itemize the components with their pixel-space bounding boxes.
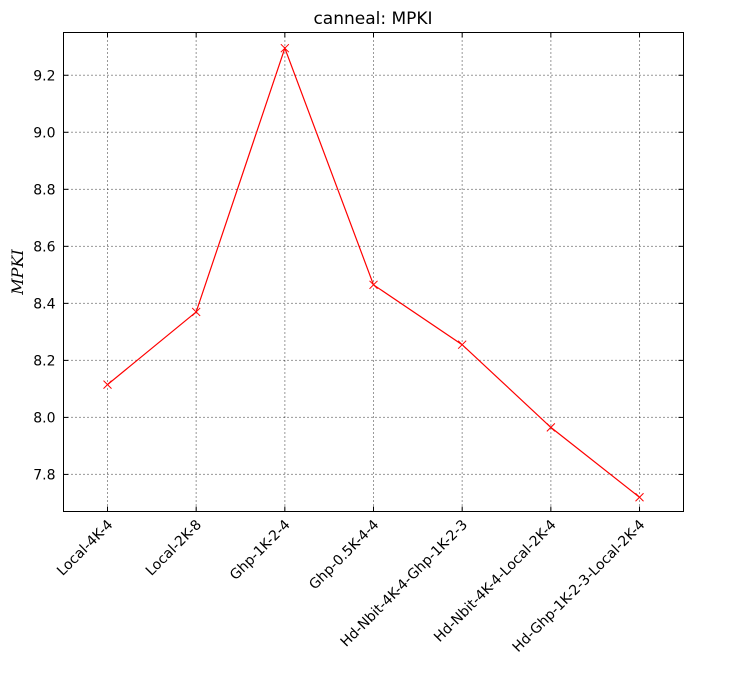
x-tick-label: Local-2K-8 bbox=[143, 517, 205, 579]
grid-layer bbox=[63, 32, 684, 512]
data-point-marker bbox=[103, 380, 112, 389]
plot-frame bbox=[63, 32, 684, 512]
marker-stroke bbox=[191, 307, 201, 317]
marker-stroke bbox=[546, 423, 556, 432]
y-tick-label: 8.0 bbox=[33, 410, 55, 426]
y-tick-label: 8.6 bbox=[33, 239, 55, 255]
data-point-marker bbox=[546, 423, 556, 432]
marker-stroke bbox=[457, 340, 467, 350]
chart-title: canneal: MPKI bbox=[313, 9, 432, 29]
y-tick-label: 8.4 bbox=[33, 296, 55, 312]
data-point-marker bbox=[457, 340, 467, 350]
x-tick-label: Local-4K-4 bbox=[54, 517, 116, 579]
y-tick-label: 8.8 bbox=[33, 182, 55, 198]
x-tick-label: Ghp-1K-2-4 bbox=[227, 517, 294, 584]
series-layer bbox=[103, 43, 644, 502]
data-point-marker bbox=[280, 43, 290, 53]
axis-layer: Local-4K-4 Local-2K-8 Ghp-1K-2-4 Ghp-0.5K-4… bbox=[33, 32, 684, 656]
data-point-marker bbox=[191, 307, 201, 317]
y-tick-label: 9.2 bbox=[33, 68, 55, 84]
data-point-marker bbox=[369, 280, 378, 290]
marker-stroke bbox=[369, 280, 378, 290]
y-tick-label: 9.0 bbox=[33, 125, 55, 141]
y-tick-label: 8.2 bbox=[33, 353, 55, 369]
x-tick-label: Ghp-0.5K-4-4 bbox=[306, 517, 382, 593]
marker-stroke bbox=[635, 492, 644, 502]
data-point-marker bbox=[635, 492, 644, 502]
marker-stroke bbox=[280, 43, 290, 53]
marker-stroke bbox=[103, 380, 112, 389]
y-axis-label: MPKI bbox=[8, 249, 27, 296]
y-tick-label: 7.8 bbox=[33, 467, 55, 483]
